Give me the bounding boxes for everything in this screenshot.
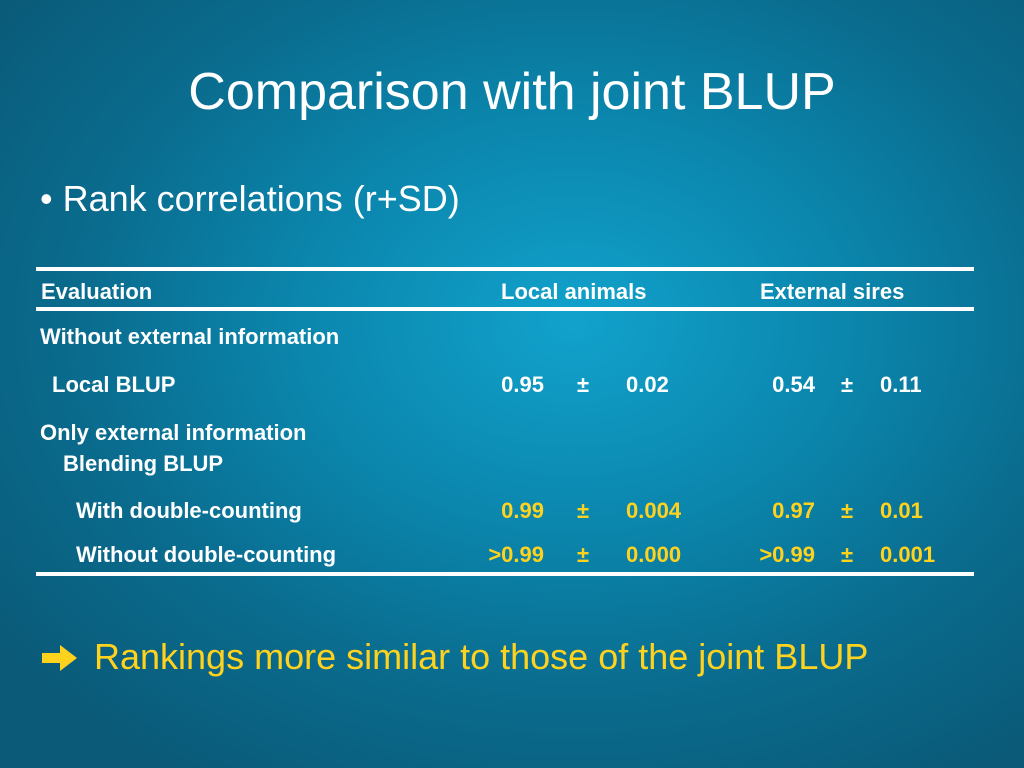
external-r: >0.99 — [759, 542, 815, 567]
header-local-animals: Local animals — [501, 279, 647, 304]
section-without-external: Without external information — [40, 324, 340, 349]
bullet-item: • Rank correlations (r+SD) — [40, 178, 460, 220]
local-sd: 0.02 — [626, 372, 669, 397]
local-r: 0.99 — [501, 498, 544, 523]
local-r: 0.95 — [501, 372, 544, 397]
local-pm: ± — [577, 542, 590, 567]
conclusion-line: Rankings more similar to those of the jo… — [40, 636, 868, 678]
table-top-rule — [36, 267, 974, 271]
conclusion-text: Rankings more similar to those of the jo… — [94, 636, 869, 677]
external-r: 0.54 — [772, 372, 815, 397]
section-blending-blup: Blending BLUP — [63, 451, 224, 476]
local-sd: 0.004 — [626, 498, 682, 523]
local-sd: 0.000 — [626, 542, 682, 567]
header-evaluation: Evaluation — [41, 279, 153, 304]
slide-title: Comparison with joint BLUP — [188, 63, 836, 121]
table-bottom-rule — [36, 572, 974, 576]
local-pm: ± — [577, 498, 590, 523]
local-pm: ± — [577, 372, 590, 397]
table-header-rule — [36, 307, 974, 311]
bullet-text: Rank correlations (r+SD) — [62, 178, 460, 219]
section-only-external: Only external information — [40, 420, 307, 445]
row-label: With double-counting — [76, 498, 302, 523]
row-label: Without double-counting — [76, 542, 337, 567]
external-sd: 0.01 — [880, 498, 923, 523]
right-arrow-icon — [40, 641, 80, 673]
external-pm: ± — [841, 498, 854, 523]
external-r: 0.97 — [772, 498, 815, 523]
bullet-dot: • — [40, 178, 53, 219]
external-pm: ± — [841, 542, 854, 567]
row-label: Local BLUP — [52, 372, 176, 397]
external-sd: 0.11 — [880, 372, 922, 397]
header-external-sires: External sires — [760, 279, 905, 304]
external-pm: ± — [841, 372, 854, 397]
local-r: >0.99 — [488, 542, 544, 567]
external-sd: 0.001 — [880, 542, 936, 567]
